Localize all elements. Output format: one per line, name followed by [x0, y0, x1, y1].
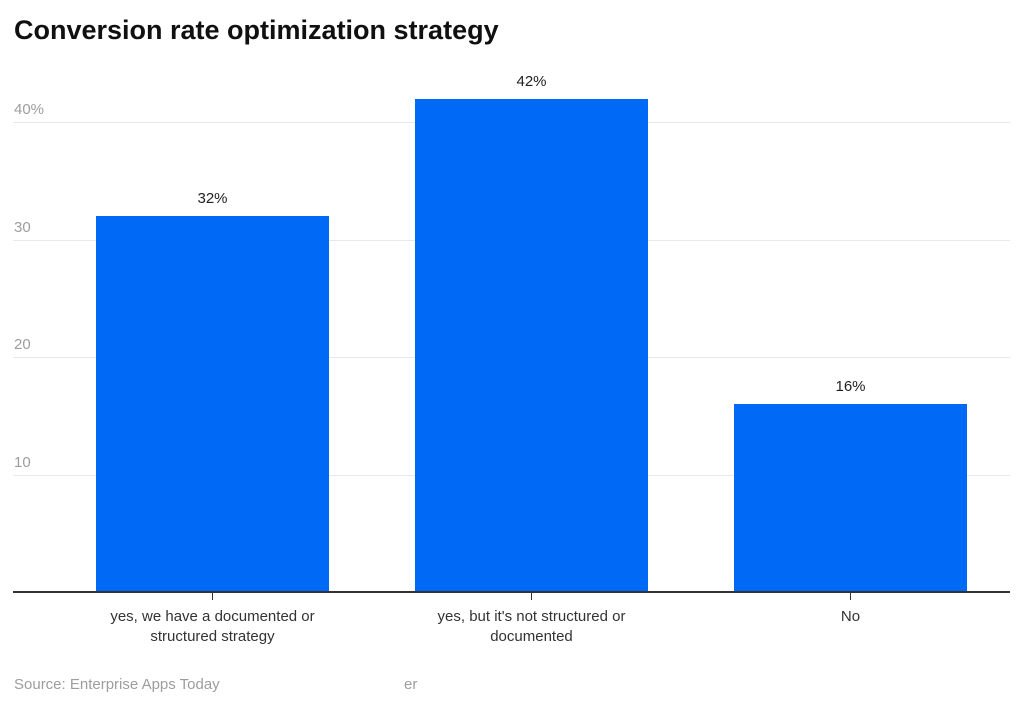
bar-value-label: 42% [516, 72, 547, 90]
category-label: yes, we have a documented or structured … [110, 608, 315, 645]
bar-2 [415, 98, 648, 592]
category-label: No [840, 608, 861, 625]
bar-3 [734, 404, 967, 592]
x-axis-tick [531, 593, 532, 600]
y-axis-tick-label: 20 [14, 336, 31, 353]
x-axis-tick [850, 593, 851, 600]
x-axis-tick [212, 593, 213, 600]
y-axis-tick-label: 10 [14, 453, 31, 471]
bar-value-label: 16% [835, 378, 866, 395]
bar-1 [96, 216, 329, 592]
bar-value-label: 32% [197, 190, 228, 207]
y-axis-tick-label: 40% [14, 101, 45, 118]
x-axis-line [13, 591, 1010, 593]
source-note: Source: Enterprise Apps Today [14, 676, 220, 693]
category-label: yes, but it's not structured or document… [437, 608, 626, 645]
chart-title: Conversion rate optimization strategy [14, 15, 499, 45]
y-axis-tick-label: 30 [14, 218, 31, 236]
watermark-fragment: er [404, 676, 418, 693]
